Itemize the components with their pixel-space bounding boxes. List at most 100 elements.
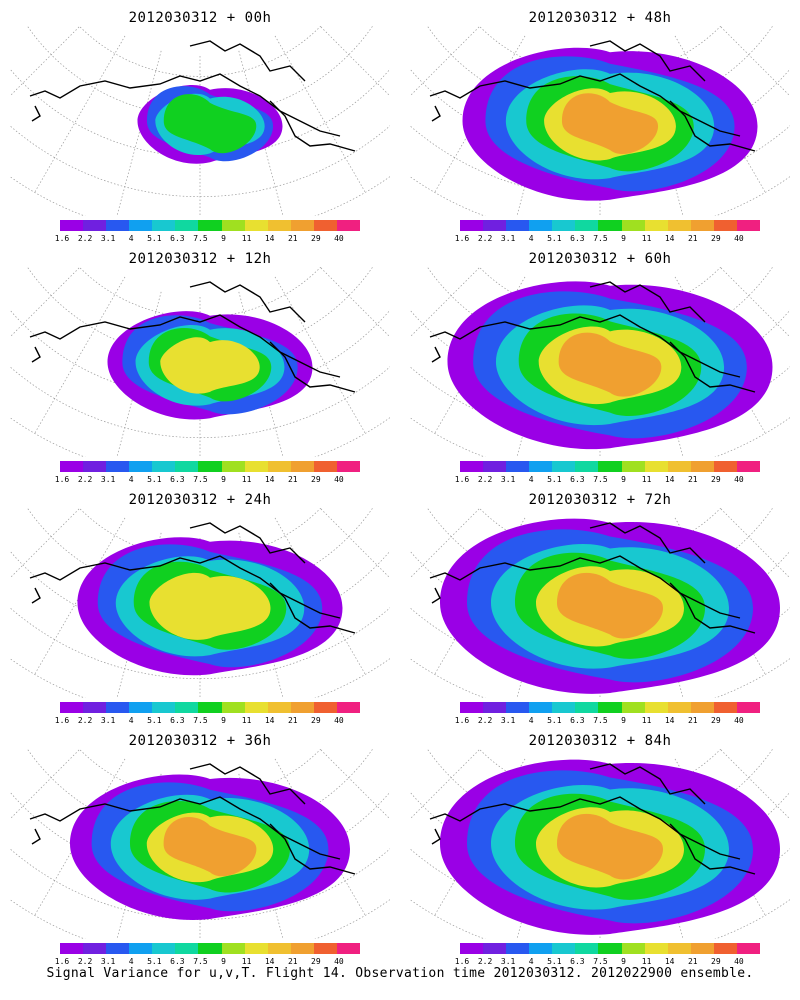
panel-title: 2012030312 + 60h — [528, 251, 672, 267]
colorbar-label: 1.6 — [454, 475, 470, 484]
colorbar-labels: 1.6 2.2 3.1 4 5.1 6.3 7.5 9 11 14 21 29 40 — [55, 716, 360, 726]
colorbar-swatch — [667, 943, 691, 954]
coastline — [31, 587, 41, 604]
colorbar-label: 5.1 — [147, 475, 162, 484]
coastline — [269, 582, 356, 634]
variance-contour — [558, 332, 662, 397]
colorbar-label: 9 — [621, 475, 626, 484]
colorbar-label: 14 — [264, 957, 275, 966]
colorbar-swatch — [598, 461, 622, 472]
colorbar — [60, 461, 361, 472]
colorbar-label: 6.3 — [170, 957, 185, 966]
colorbar-swatch — [152, 461, 176, 472]
colorbar-swatch — [621, 220, 645, 231]
colorbar-swatch — [598, 702, 622, 713]
colorbar-label: 3.1 — [100, 716, 116, 725]
colorbar-labels: 1.6 2.2 3.1 4 5.1 6.3 7.5 9 11 14 21 29 40 — [55, 475, 360, 485]
colorbar-swatch — [336, 461, 361, 472]
colorbar-label: 2.2 — [77, 234, 93, 243]
colorbar-label: 4 — [128, 475, 134, 484]
colorbar-swatch — [198, 943, 222, 954]
colorbar-swatch — [736, 943, 761, 954]
colorbar-swatch — [313, 702, 337, 713]
colorbar-label: 1.6 — [54, 475, 70, 484]
colorbar-label: 11 — [641, 475, 652, 484]
colorbar-swatch — [575, 702, 599, 713]
colorbar-swatch — [336, 943, 361, 954]
colorbar-label: 3.1 — [500, 957, 516, 966]
graticule-meridian — [730, 267, 790, 312]
panel-title: 2012030312 + 72h — [528, 492, 672, 508]
colorbar-label: 2.2 — [477, 475, 493, 484]
coastline — [189, 281, 306, 323]
colorbar-label: 4 — [528, 957, 534, 966]
colorbar-swatch — [483, 220, 507, 231]
graticule-meridian — [274, 35, 366, 192]
colorbar-swatch — [106, 943, 130, 954]
colorbar-label: 6.3 — [570, 475, 585, 484]
colorbar-swatch — [129, 943, 153, 954]
colorbar-swatch — [106, 220, 130, 231]
coastline — [29, 73, 341, 137]
colorbar-label: 5.1 — [547, 475, 562, 484]
colorbar-label: 5.1 — [147, 957, 162, 966]
colorbar-swatch — [175, 461, 199, 472]
colorbar-swatch — [460, 943, 484, 954]
colorbar-label: 40 — [334, 475, 344, 484]
colorbar-swatch — [221, 461, 245, 472]
colorbar-label: 3.1 — [100, 957, 116, 966]
graticule-arc — [78, 26, 322, 77]
colorbar-label: 9 — [221, 957, 226, 966]
colorbar-label: 40 — [734, 475, 744, 484]
colorbar-swatch — [336, 220, 361, 231]
colorbar-label: 11 — [241, 234, 252, 243]
map-panel: 2012030312 + 48h 1.6 2.2 3.1 4 5.1 6.3 7.5 9 11 14… — [400, 0, 800, 245]
colorbar-labels: 1.6 2.2 3.1 4 5.1 6.3 7.5 9 11 14 21 29 40 — [455, 716, 760, 726]
colorbar-swatch — [198, 461, 222, 472]
variance-contour — [561, 93, 659, 155]
panel-title: 2012030312 + 24h — [128, 492, 272, 508]
colorbar-swatch — [290, 461, 314, 472]
colorbar-swatch — [644, 461, 668, 472]
colorbar-label: 11 — [241, 475, 252, 484]
colorbar-swatch — [290, 220, 314, 231]
polar-map — [10, 749, 390, 939]
polar-map — [410, 749, 790, 939]
colorbar-swatch — [83, 943, 107, 954]
colorbar-swatch — [552, 220, 576, 231]
colorbar-swatch — [460, 702, 484, 713]
colorbar-label: 29 — [711, 957, 721, 966]
graticule-meridian — [730, 26, 790, 71]
colorbar-label: 1.6 — [54, 234, 70, 243]
colorbar-swatch — [483, 461, 507, 472]
colorbar-label: 7.5 — [193, 957, 208, 966]
coastline — [31, 346, 41, 363]
colorbar-swatch — [244, 943, 268, 954]
colorbar-swatch — [529, 943, 553, 954]
colorbar-label: 3.1 — [500, 716, 516, 725]
colorbar-swatch — [60, 943, 84, 954]
coastline — [431, 346, 441, 363]
colorbar-label: 7.5 — [193, 475, 208, 484]
colorbar-swatch — [713, 220, 737, 231]
colorbar-label: 2.2 — [77, 475, 93, 484]
colorbar-swatch — [60, 702, 84, 713]
colorbar-swatch — [267, 461, 291, 472]
map-panel: 2012030312 + 84h 1.6 2.2 3.1 4 5.1 6.3 7.5 9 11 14… — [400, 723, 800, 968]
colorbar-swatch — [198, 220, 222, 231]
coastline — [429, 555, 741, 619]
colorbar-label: 14 — [664, 716, 675, 725]
colorbar-label: 14 — [664, 475, 675, 484]
colorbar-swatch — [644, 220, 668, 231]
colorbar-swatch — [152, 702, 176, 713]
polar-map — [410, 267, 790, 457]
coastline — [669, 341, 756, 393]
colorbar-label: 4 — [128, 234, 134, 243]
colorbar-swatch — [667, 220, 691, 231]
colorbar-swatch — [83, 461, 107, 472]
colorbar-label: 11 — [241, 957, 252, 966]
colorbar-label: 4 — [528, 475, 534, 484]
colorbar-swatch — [667, 702, 691, 713]
colorbar-label: 3.1 — [100, 234, 116, 243]
colorbar-label: 14 — [264, 475, 275, 484]
